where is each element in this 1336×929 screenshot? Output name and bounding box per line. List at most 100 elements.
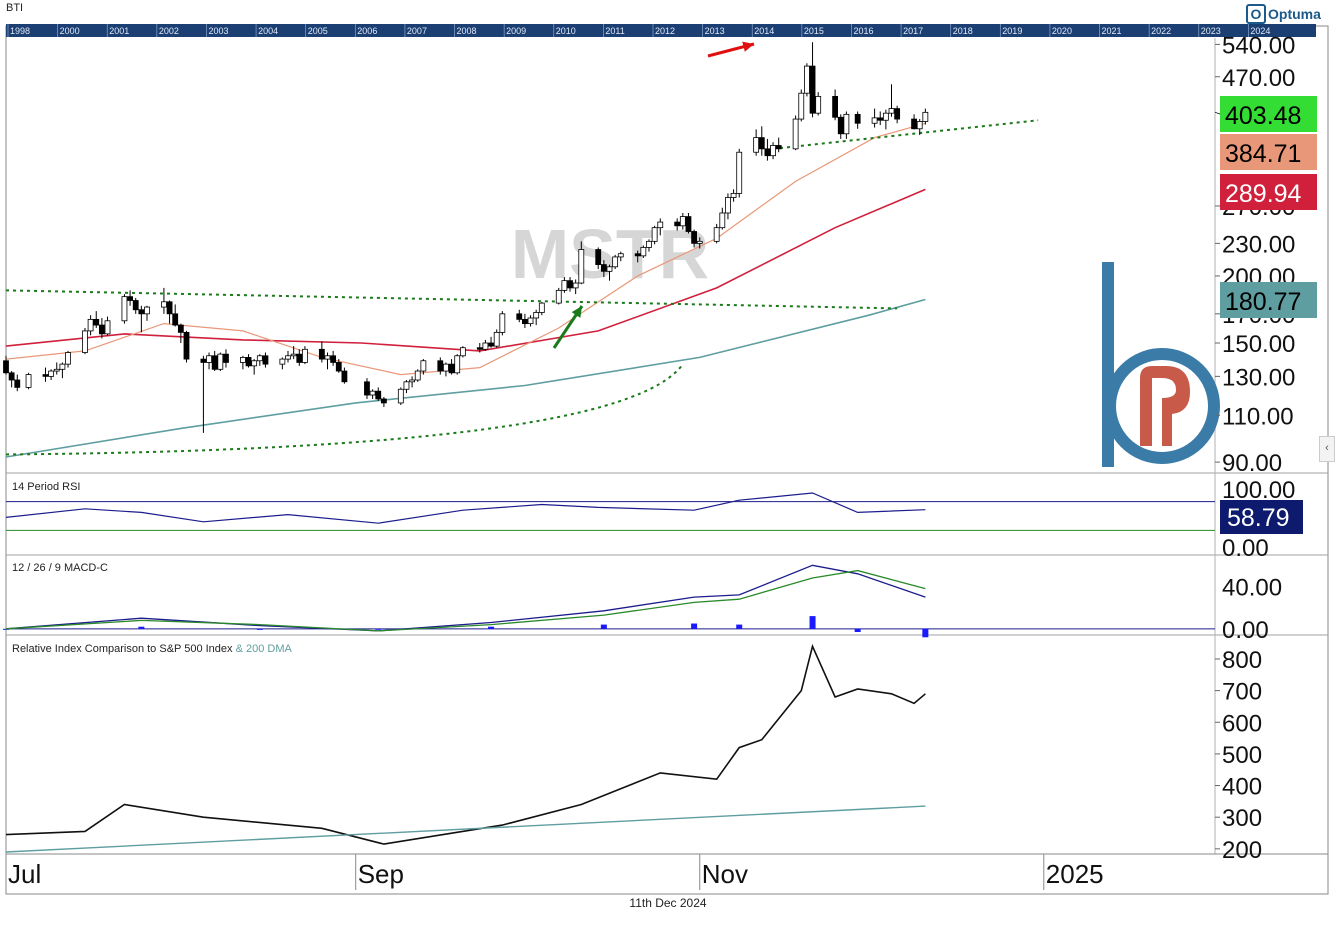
macd-hist-bar bbox=[600, 624, 607, 629]
macd-hist-bar bbox=[736, 624, 743, 629]
candle-body bbox=[775, 145, 782, 150]
macd-hist-bar bbox=[809, 616, 816, 629]
candle-body bbox=[753, 137, 760, 153]
candle-body bbox=[290, 353, 297, 357]
candle-body bbox=[719, 212, 726, 229]
timeline-year-label: 2018 bbox=[953, 26, 973, 36]
candle-body bbox=[561, 280, 568, 291]
candle-body bbox=[121, 296, 128, 322]
candle-body bbox=[911, 118, 917, 130]
candle-body bbox=[59, 363, 66, 370]
candle-body bbox=[516, 313, 523, 320]
candle-body bbox=[894, 108, 901, 120]
candle-body bbox=[578, 249, 585, 284]
optuma-mark: O bbox=[1246, 4, 1266, 24]
candle-body bbox=[798, 92, 805, 120]
candle-body bbox=[138, 309, 145, 315]
candle-body bbox=[634, 253, 641, 257]
candle-body bbox=[521, 318, 528, 325]
timeline-year-label: 2021 bbox=[1102, 26, 1122, 36]
candle-body bbox=[600, 264, 607, 272]
optuma-logo-text: Optuma bbox=[1268, 6, 1321, 22]
timeline-year-label: 2014 bbox=[754, 26, 774, 36]
candle-body bbox=[572, 282, 579, 289]
candle-body bbox=[691, 231, 698, 244]
candle-body bbox=[217, 353, 224, 370]
timeline-year-label: 2012 bbox=[655, 26, 675, 36]
candle-body bbox=[93, 318, 100, 326]
candle-body bbox=[324, 355, 331, 360]
candle-body bbox=[364, 381, 370, 396]
price-tag-box bbox=[1220, 96, 1317, 132]
macd-hist-bar bbox=[256, 628, 263, 630]
timeline-year-label: 2016 bbox=[853, 26, 873, 36]
candle-body bbox=[127, 296, 133, 301]
candle-body bbox=[98, 324, 105, 335]
macd-hist-bar bbox=[922, 628, 929, 638]
relative-axis-label: 200 bbox=[1222, 837, 1262, 864]
candle-body bbox=[646, 240, 652, 248]
candle-body bbox=[443, 363, 449, 372]
price-tag-label: 180.77 bbox=[1225, 288, 1301, 316]
candle-body bbox=[567, 280, 573, 289]
chart-frame bbox=[5, 25, 1329, 895]
candle-body bbox=[877, 117, 884, 121]
candle-body bbox=[476, 347, 483, 350]
macd-hist-bar bbox=[854, 628, 861, 632]
candle-body bbox=[206, 355, 212, 363]
rsi-title: 14 Period RSI bbox=[12, 481, 80, 493]
candle-body bbox=[341, 370, 348, 383]
timeline-year-label: 2009 bbox=[506, 26, 526, 36]
timeline-year-label: 2010 bbox=[556, 26, 576, 36]
candle-body bbox=[375, 390, 382, 400]
relative-axis-label: 700 bbox=[1222, 679, 1262, 706]
candle-body bbox=[251, 360, 258, 367]
timeline-bar bbox=[6, 24, 1316, 37]
macd-hist-bar bbox=[3, 628, 9, 630]
candle-body bbox=[595, 249, 602, 265]
date-axis-label: Nov bbox=[702, 859, 748, 889]
candle-body bbox=[854, 113, 861, 124]
macd-hist-bar bbox=[138, 626, 145, 629]
candle-body bbox=[48, 370, 55, 377]
candle-body bbox=[380, 398, 387, 404]
macd-axis-label: 40.00 bbox=[1222, 574, 1282, 601]
timeline-year-label: 2003 bbox=[208, 26, 228, 36]
candle-body bbox=[871, 117, 878, 124]
macd-hist-bar bbox=[488, 626, 495, 629]
timeline-year-label: 2002 bbox=[159, 26, 179, 36]
timeline-year-label: 2023 bbox=[1201, 26, 1221, 36]
candle-body bbox=[916, 121, 923, 130]
macd-hist-bar bbox=[375, 628, 382, 630]
candle-body bbox=[65, 352, 71, 365]
timeline-year-label: 1998 bbox=[10, 26, 30, 36]
candle-body bbox=[640, 247, 647, 257]
candle-body bbox=[262, 355, 269, 365]
candle-body bbox=[606, 266, 613, 272]
candle-body bbox=[330, 355, 337, 363]
candle-body bbox=[533, 312, 540, 319]
relative-axis-label: 300 bbox=[1222, 805, 1262, 832]
candle-body bbox=[211, 355, 218, 370]
candle-body bbox=[414, 370, 421, 381]
price-axis-label: 230.00 bbox=[1222, 231, 1295, 258]
candle-body bbox=[770, 145, 776, 157]
candle-body bbox=[888, 108, 895, 114]
ticker-tag: BTI bbox=[6, 2, 24, 14]
candle-body bbox=[245, 357, 252, 367]
candle-body bbox=[53, 368, 60, 372]
candle-body bbox=[454, 355, 461, 374]
rsi-axis-label: 100.00 bbox=[1222, 477, 1295, 504]
side-panel-toggle[interactable]: ‹ bbox=[1319, 436, 1335, 462]
candle-body bbox=[809, 65, 816, 114]
candle-body bbox=[82, 330, 88, 353]
candle-body bbox=[420, 360, 427, 372]
candle-body bbox=[837, 116, 844, 135]
timeline-year-label: 2015 bbox=[804, 26, 824, 36]
date-axis-label: 2025 bbox=[1046, 859, 1104, 889]
candle-body bbox=[527, 317, 534, 325]
candle-body bbox=[256, 355, 263, 362]
candle-body bbox=[922, 111, 929, 122]
price-tag-box bbox=[1220, 174, 1317, 210]
